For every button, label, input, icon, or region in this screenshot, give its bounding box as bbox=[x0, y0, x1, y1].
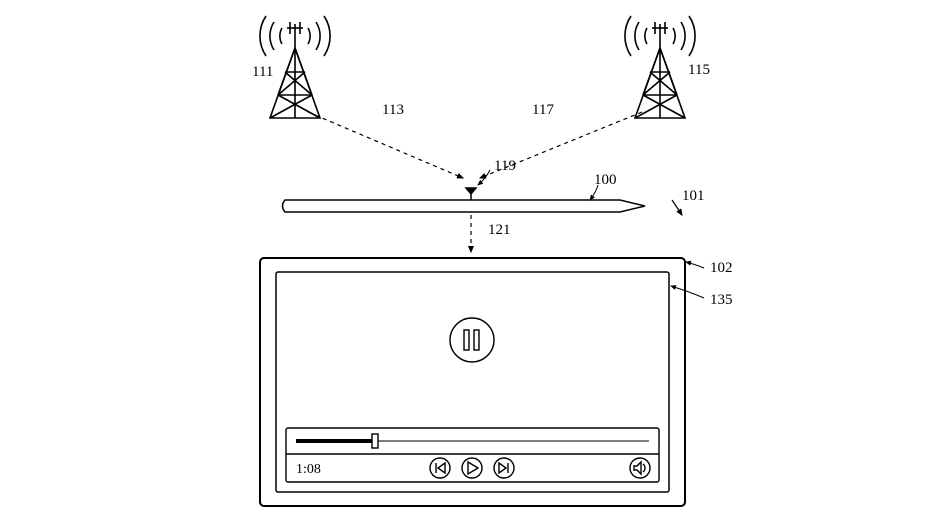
patent-diagram: 1:08 bbox=[190, 10, 760, 520]
label-119: 119 bbox=[494, 158, 516, 175]
volume-icon bbox=[630, 458, 650, 478]
signal-line-113 bbox=[308, 112, 463, 178]
label-113: 113 bbox=[382, 102, 404, 119]
stylus bbox=[283, 188, 646, 212]
label-121: 121 bbox=[488, 222, 511, 239]
leader-101 bbox=[672, 200, 682, 215]
label-101: 101 bbox=[682, 188, 705, 205]
label-100: 100 bbox=[594, 172, 617, 189]
leader-119 bbox=[478, 170, 490, 185]
pause-icon bbox=[450, 318, 494, 362]
prev-track-icon bbox=[430, 458, 450, 478]
label-135: 135 bbox=[710, 292, 733, 309]
media-player bbox=[286, 318, 659, 482]
leader-135 bbox=[671, 286, 704, 298]
label-115: 115 bbox=[688, 62, 710, 79]
label-102: 102 bbox=[710, 260, 733, 277]
label-111: 111 bbox=[252, 64, 273, 81]
next-track-icon bbox=[494, 458, 514, 478]
leader-102 bbox=[686, 262, 704, 268]
play-icon bbox=[462, 458, 482, 478]
label-117: 117 bbox=[532, 102, 554, 119]
tablet bbox=[260, 258, 685, 506]
diagram-svg: 1:08 bbox=[190, 10, 760, 520]
tower-right bbox=[625, 16, 695, 118]
time-display: 1:08 bbox=[296, 462, 321, 477]
